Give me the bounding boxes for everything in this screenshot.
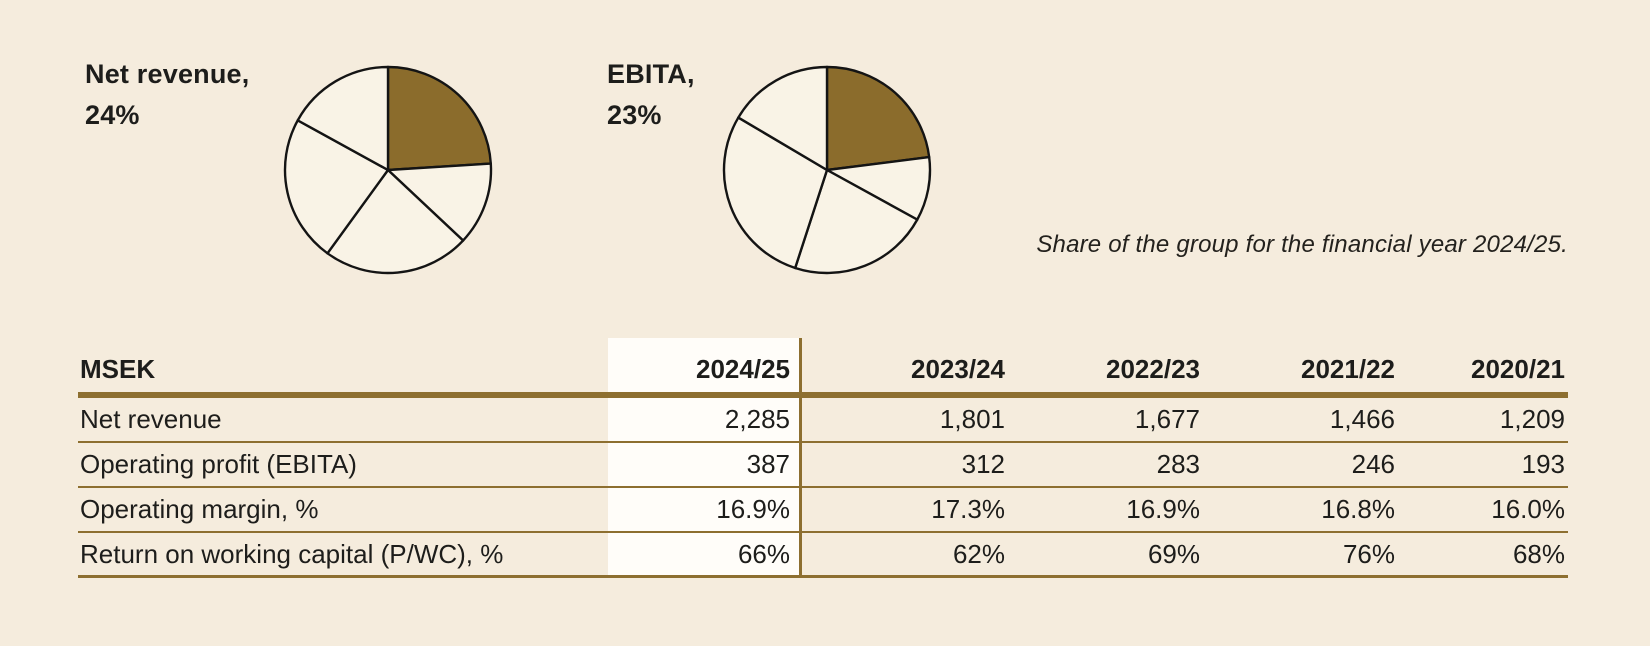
table-row-net-revenue: Net revenue 2,285 1,801 1,677 1,466 1,20… [78, 398, 1568, 443]
row-label: Operating margin, % [80, 494, 319, 524]
pie-chart-net-revenue [283, 65, 493, 275]
financials-table: MSEK 2024/25 2023/24 2022/23 2021/22 202… [78, 338, 1568, 578]
cell-value: 68% [1512, 539, 1565, 569]
pie-title-line1: Net revenue, [85, 59, 250, 89]
table-row-operating-margin: Operating margin, % 16.9% 17.3% 16.9% 16… [78, 488, 1568, 533]
table-row-return-working-capital: Return on working capital (P/WC), % 66% … [78, 533, 1568, 578]
cell-value: 283 [1156, 449, 1200, 479]
header-cell-year: 2021/22 [1301, 354, 1395, 384]
cell-value: 16.9% [1126, 494, 1200, 524]
row-label: Net revenue [80, 404, 222, 434]
cell-value: 69% [1147, 539, 1200, 569]
cell-value: 1,677 [1134, 404, 1200, 434]
cell-value: 62% [952, 539, 1005, 569]
header-cell-year: 2024/25 [696, 354, 790, 384]
cell-value: 387 [746, 449, 790, 479]
pie-chart-ebita [722, 65, 932, 275]
figure-caption: Share of the group for the financial yea… [1036, 231, 1568, 258]
cell-value: 66% [737, 539, 790, 569]
table-header-row: MSEK 2024/25 2023/24 2022/23 2021/22 202… [78, 338, 1568, 398]
header-cell-year: 2020/21 [1471, 354, 1565, 384]
highlight-column-2024-25 [608, 338, 802, 578]
row-label: Return on working capital (P/WC), % [80, 539, 504, 569]
cell-value: 1,209 [1499, 404, 1565, 434]
pie-title-line2: 24% [85, 100, 140, 130]
cell-value: 1,466 [1329, 404, 1395, 434]
cell-value: 17.3% [931, 494, 1005, 524]
pie-title-net-revenue: Net revenue, 24% [85, 54, 249, 136]
header-cell-year: 2023/24 [911, 354, 1005, 384]
table-row-operating-profit: Operating profit (EBITA) 387 312 283 246… [78, 443, 1568, 488]
cell-value: 1,801 [939, 404, 1005, 434]
pie-title-line2: 23% [607, 100, 662, 130]
cell-value: 246 [1351, 449, 1395, 479]
pie-title-ebita: EBITA, 23% [607, 54, 695, 136]
cell-value: 16.0% [1491, 494, 1565, 524]
row-label: Operating profit (EBITA) [80, 449, 357, 479]
cell-value: 16.8% [1321, 494, 1395, 524]
pie-title-line1: EBITA, [607, 59, 695, 89]
header-cell-year: 2022/23 [1106, 354, 1200, 384]
cell-value: 16.9% [716, 494, 790, 524]
cell-value: 2,285 [724, 404, 790, 434]
cell-value: 312 [961, 449, 1005, 479]
cell-value: 76% [1342, 539, 1395, 569]
header-cell-msek: MSEK [80, 354, 156, 384]
cell-value: 193 [1521, 449, 1565, 479]
